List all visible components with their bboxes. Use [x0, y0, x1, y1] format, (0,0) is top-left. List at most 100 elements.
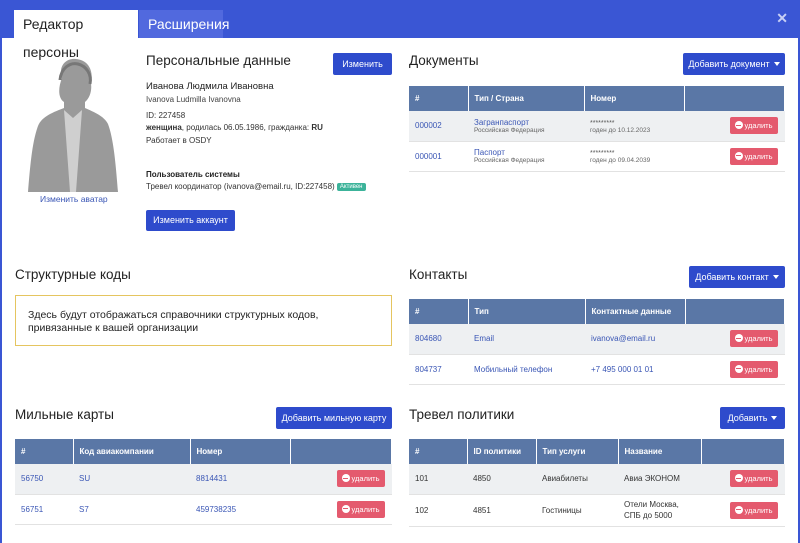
system-user-text: Тревел координатор (ivanova@email.ru, ID… [146, 182, 335, 191]
table-row: 101 4850 Авиабилеты Авиа ЭКОНОМ удалить [409, 464, 785, 495]
col-header [290, 439, 392, 464]
minus-circle-icon [734, 151, 743, 160]
personal-data-title: Персональные данные [146, 53, 291, 68]
doc-country: Российская Федерация [474, 126, 545, 134]
col-header: # [409, 299, 469, 324]
travel-policies-table: # ID политики Тип услуги Название 101 4850 Ав… [409, 439, 785, 527]
col-header: Контактные данные [585, 299, 686, 324]
card-number-link[interactable]: 8814431 [190, 464, 290, 495]
change-account-button[interactable]: Изменить аккаунт [146, 210, 235, 231]
caret-down-icon [773, 62, 780, 66]
contact-type-link[interactable]: Email [468, 324, 585, 355]
doc-valid: годен до 09.04.2039 [590, 157, 651, 164]
doc-type-link[interactable]: Паспорт [474, 148, 505, 157]
change-avatar-link[interactable]: Изменить аватар [40, 194, 108, 204]
delete-label: удалить [744, 334, 773, 344]
doc-number-link[interactable]: 000001 [409, 141, 468, 172]
person-name-ru: Иванова Людмила Ивановна [146, 81, 274, 92]
add-mile-card-button[interactable]: Добавить мильную карту [276, 407, 392, 429]
minus-circle-icon [341, 504, 350, 513]
col-header: Тип [468, 299, 586, 324]
minus-circle-icon [341, 474, 350, 483]
system-user-line: Тревел координатор (ivanova@email.ru, ID… [146, 182, 366, 191]
col-header [684, 86, 785, 111]
col-header: ID политики [467, 439, 537, 464]
contact-number-link[interactable]: 804680 [409, 324, 468, 355]
delete-button[interactable]: удалить [729, 501, 778, 519]
doc-number-link[interactable]: 000002 [409, 111, 468, 142]
person-id: ID: 227458 [146, 111, 186, 120]
table-row: 56750 SU 8814431 удалить [15, 464, 392, 495]
table-row: 000002 Загранпаспорт Российская Федерация *… [409, 111, 785, 142]
col-header [701, 439, 785, 464]
policy-service: Гостиницы [536, 494, 618, 527]
add-document-button[interactable]: Добавить документ [683, 53, 785, 75]
doc-valid: годен до 10.12.2023 [590, 126, 651, 134]
close-icon[interactable]: ✕ [776, 10, 788, 26]
delete-button[interactable]: удалить [729, 360, 778, 378]
policy-id: 4851 [467, 494, 536, 527]
minus-circle-icon [734, 121, 743, 130]
tab-extensions[interactable]: Расширения [139, 10, 229, 38]
delete-label: удалить [744, 474, 773, 484]
contact-type-link[interactable]: Мобильный телефон [468, 354, 585, 385]
contact-number-link[interactable]: 804737 [409, 354, 468, 385]
person-gender: женщина [146, 123, 182, 132]
delete-button[interactable]: удалить [729, 147, 778, 165]
col-header: Номер [190, 439, 291, 464]
table-row: 56751 S7 459738235 удалить [15, 494, 392, 525]
mile-number-link[interactable]: 56750 [15, 464, 73, 495]
doc-country: Российская Федерация [474, 157, 545, 164]
add-policy-button[interactable]: Добавить [720, 407, 785, 429]
doc-masked: ********* [590, 150, 615, 157]
policy-num: 101 [409, 464, 467, 495]
policy-name: Отели Москва, СПБ до 5000 [618, 494, 701, 527]
delete-label: удалить [351, 504, 380, 514]
delete-label: удалить [351, 474, 380, 484]
structural-codes-notice: Здесь будут отображаться справочники стр… [15, 295, 392, 346]
content-frame [0, 38, 800, 543]
delete-button[interactable]: удалить [729, 330, 778, 348]
add-contact-label: Добавить контакт [695, 272, 769, 282]
airline-code-link[interactable]: S7 [73, 494, 190, 525]
mile-cards-title: Мильные карты [15, 407, 114, 422]
delete-button[interactable]: удалить [729, 117, 778, 135]
person-details: женщина, родилась 06.05.1986, гражданка:… [146, 123, 323, 132]
col-header: # [409, 86, 469, 111]
policy-id: 4850 [467, 464, 536, 495]
delete-label: удалить [744, 121, 773, 131]
status-badge: Активен [336, 183, 366, 191]
travel-policies-title: Тревел политики [409, 407, 515, 422]
table-row: 102 4851 Гостиницы Отели Москва, СПБ до 500… [409, 494, 785, 527]
edit-personal-button[interactable]: Изменить [333, 53, 392, 75]
tab-person-editor[interactable]: Редактор персоны [14, 10, 138, 60]
delete-button[interactable]: удалить [729, 470, 778, 488]
contacts-title: Контакты [409, 267, 468, 282]
doc-type-link[interactable]: Загранпаспорт [474, 117, 530, 127]
person-works-at: Работает в OSDY [146, 136, 212, 145]
mile-number-link[interactable]: 56751 [15, 494, 73, 525]
airline-code-link[interactable]: SU [73, 464, 190, 495]
doc-masked: ********* [590, 119, 615, 127]
avatar-silhouette [28, 58, 118, 192]
delete-button[interactable]: удалить [336, 470, 385, 488]
delete-label: удалить [744, 505, 773, 515]
table-row: 000001 Паспорт Российская Федерация *******… [409, 141, 785, 172]
person-name-en: Ivanova Ludmilla Ivanovna [146, 95, 241, 104]
col-header: Тип / Страна [468, 86, 585, 111]
add-policy-label: Добавить [727, 413, 768, 423]
caret-down-icon [772, 275, 779, 279]
table-row: 804737 Мобильный телефон +7 495 000 01 01 у… [409, 354, 785, 385]
documents-title: Документы [409, 53, 479, 68]
col-header [685, 299, 785, 324]
add-contact-button[interactable]: Добавить контакт [689, 266, 785, 288]
table-row: 804680 Email ivanova@email.ru удалить [409, 324, 785, 355]
contact-value-link[interactable]: ivanova@email.ru [585, 324, 685, 355]
delete-label: удалить [744, 151, 773, 161]
delete-button[interactable]: удалить [336, 500, 385, 518]
minus-circle-icon [734, 505, 743, 514]
contact-value-link[interactable]: +7 495 000 01 01 [585, 354, 685, 385]
structural-codes-title: Структурные коды [15, 267, 131, 282]
col-header: # [409, 439, 468, 464]
card-number-link[interactable]: 459738235 [190, 494, 290, 525]
